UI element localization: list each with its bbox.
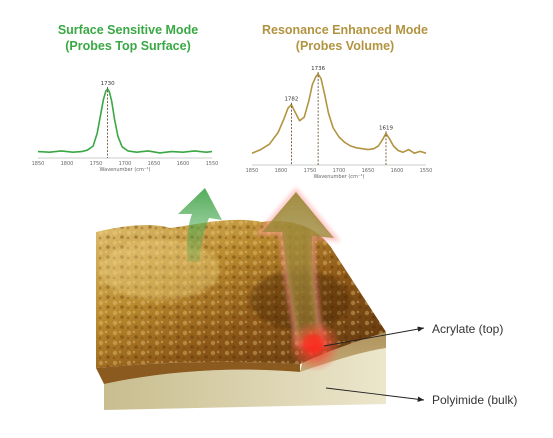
surface-front-face xyxy=(96,361,300,384)
acrylate-pointer xyxy=(323,326,425,347)
polyimide-layer xyxy=(104,348,386,410)
resonance-tick-label: 1800 xyxy=(275,168,288,174)
surface-spectrum-chart: 1850 1800 1750 1700 1650 1600 1550 Wavenumber (… xyxy=(32,81,219,173)
probe-glow-core xyxy=(303,334,323,354)
resonance-peak-label: 1782 xyxy=(284,97,298,103)
resonance-peak-label: 1736 xyxy=(311,66,325,72)
polyimide-pointer xyxy=(325,387,425,402)
surface-tick-label: 1550 xyxy=(206,161,219,167)
resonance-tick-label: 1700 xyxy=(333,168,346,174)
surface-x-label: Wavenumber (cm⁻¹) xyxy=(100,167,151,173)
resonance-series-line xyxy=(251,73,427,154)
surface-tick-label: 1750 xyxy=(90,161,103,167)
surface-tick-label: 1700 xyxy=(119,161,132,167)
polyimide-label: Polyimide (bulk) xyxy=(432,393,518,407)
resonance-spectrum-chart: 1850 1800 1750 1700 1650 1600 1550 Wavenumber (… xyxy=(246,66,433,180)
acrylate-label: Acrylate (top) xyxy=(432,322,504,336)
afm-surface-block xyxy=(96,219,386,410)
resonance-enhanced-title-line1: Resonance Enhanced Mode xyxy=(261,23,428,37)
resonance-enhanced-title: Resonance Enhanced Mode (Probes Volume) xyxy=(240,22,450,54)
surface-sensitive-title-line1: Surface Sensitive Mode xyxy=(57,23,199,37)
resonance-peak-label: 1619 xyxy=(379,125,393,131)
resonance-tick-label: 1600 xyxy=(391,168,404,174)
resonance-x-label: Wavenumber (cm⁻¹) xyxy=(314,174,365,180)
surface-tick-label: 1650 xyxy=(148,161,161,167)
surface-tick-label: 1850 xyxy=(32,161,45,167)
surface-series-line xyxy=(37,88,213,154)
resonance-tick-label: 1550 xyxy=(420,168,433,174)
surface-sensitive-title-line2: (Probes Top Surface) xyxy=(65,39,191,53)
resonance-enhanced-title-line2: (Probes Volume) xyxy=(295,39,395,53)
resonance-tick-label: 1650 xyxy=(362,168,375,174)
surface-probe-arrow xyxy=(178,188,222,262)
surface-sensitive-title: Surface Sensitive Mode (Probes Top Surfa… xyxy=(28,22,228,54)
surface-highlight xyxy=(100,240,220,300)
resonance-tick-label: 1850 xyxy=(246,168,259,174)
surface-tick-label: 1600 xyxy=(177,161,190,167)
surface-tick-label: 1800 xyxy=(61,161,74,167)
resonance-tick-label: 1750 xyxy=(304,168,317,174)
resonance-probe-arrow xyxy=(262,192,334,344)
surface-peak-label: 1730 xyxy=(101,81,115,87)
